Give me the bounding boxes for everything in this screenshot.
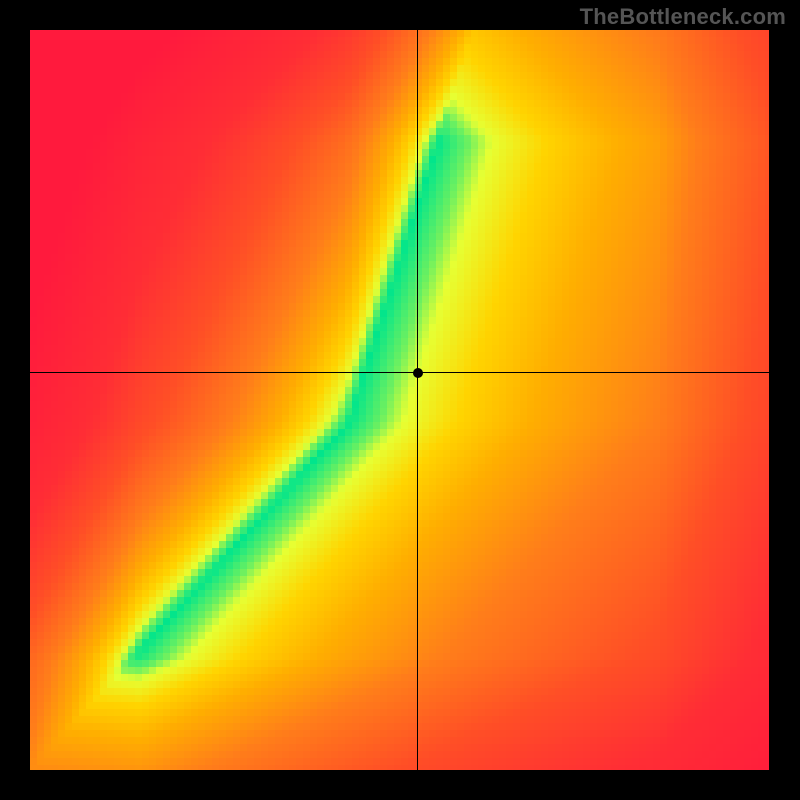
crosshair-vertical (417, 30, 418, 770)
chart-container: TheBottleneck.com (0, 0, 800, 800)
crosshair-horizontal (30, 372, 769, 373)
watermark-text: TheBottleneck.com (580, 4, 786, 30)
heatmap-canvas (30, 30, 769, 770)
crosshair-dot (413, 368, 423, 378)
